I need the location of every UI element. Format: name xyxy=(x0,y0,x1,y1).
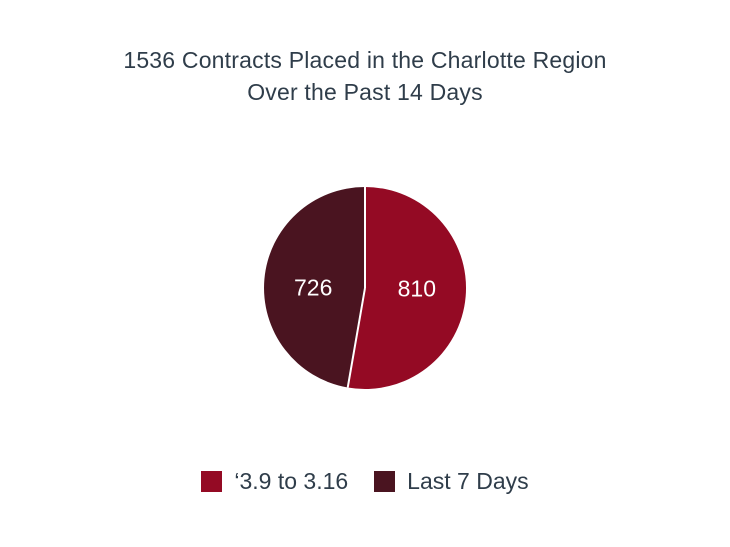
legend-swatch-slice-2 xyxy=(374,471,396,492)
legend-item-slice-1: ‘3.9 to 3.16 xyxy=(201,468,348,495)
legend: ‘3.9 to 3.16 Last 7 Days xyxy=(0,468,730,495)
pie-data-label-1: 810 xyxy=(398,276,436,302)
pie-slice-divider-2 xyxy=(346,287,366,388)
chart-title-line-2: Over the Past 14 Days xyxy=(247,79,483,105)
pie-slice-2 xyxy=(264,187,365,388)
pie-slice-1 xyxy=(347,186,467,389)
legend-item-slice-2: Last 7 Days xyxy=(374,468,529,495)
legend-swatch-slice-1 xyxy=(201,471,223,492)
legend-label-slice-1: ‘3.9 to 3.16 xyxy=(234,468,349,494)
legend-label-slice-2: Last 7 Days xyxy=(407,468,529,494)
pie-data-label-2: 726 xyxy=(294,274,332,300)
chart-title: 1536 Contracts Placed in the Charlotte R… xyxy=(0,44,730,108)
chart-title-line-1: 1536 Contracts Placed in the Charlotte R… xyxy=(123,47,607,73)
